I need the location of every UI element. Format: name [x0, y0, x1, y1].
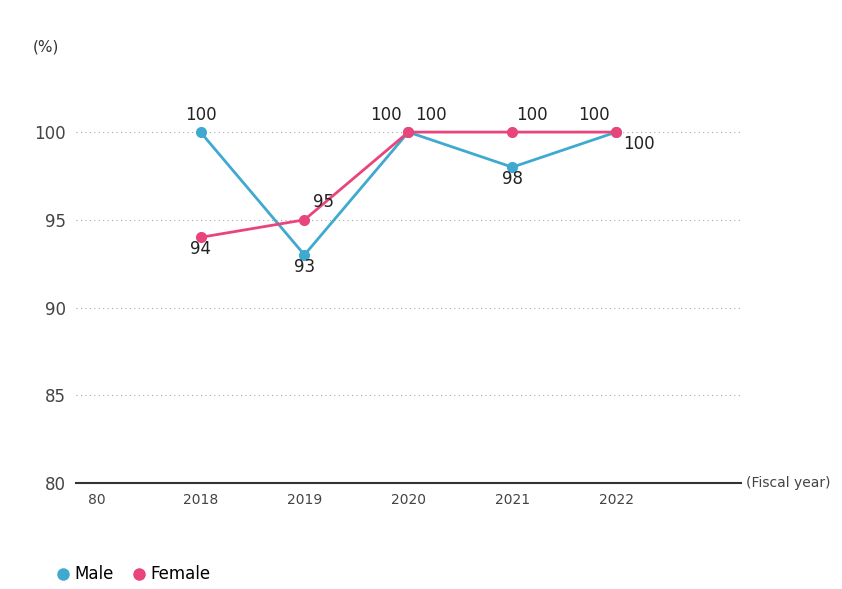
Text: 94: 94 [190, 240, 211, 258]
Line: Male: Male [195, 127, 621, 260]
Male [611, 128, 621, 135]
Male [403, 128, 413, 135]
Text: 100: 100 [578, 106, 610, 124]
Line: Female: Female [195, 127, 621, 242]
Male [507, 164, 517, 171]
Female [300, 216, 310, 223]
Legend: Male, Female: Male, Female [51, 559, 217, 589]
Male [195, 128, 205, 135]
Female [403, 128, 413, 135]
Text: 100: 100 [415, 106, 446, 124]
Text: (%): (%) [33, 39, 59, 54]
Text: 100: 100 [370, 106, 402, 124]
Female [507, 128, 517, 135]
Text: 95: 95 [313, 193, 334, 211]
Text: 100: 100 [622, 135, 654, 153]
Text: 100: 100 [184, 106, 216, 124]
Text: (Fiscal year): (Fiscal year) [746, 476, 831, 490]
Text: 98: 98 [502, 170, 523, 188]
Text: 100: 100 [516, 106, 547, 124]
Text: 93: 93 [294, 258, 315, 276]
Female [195, 234, 205, 241]
Female [611, 128, 621, 135]
Male [300, 252, 310, 259]
